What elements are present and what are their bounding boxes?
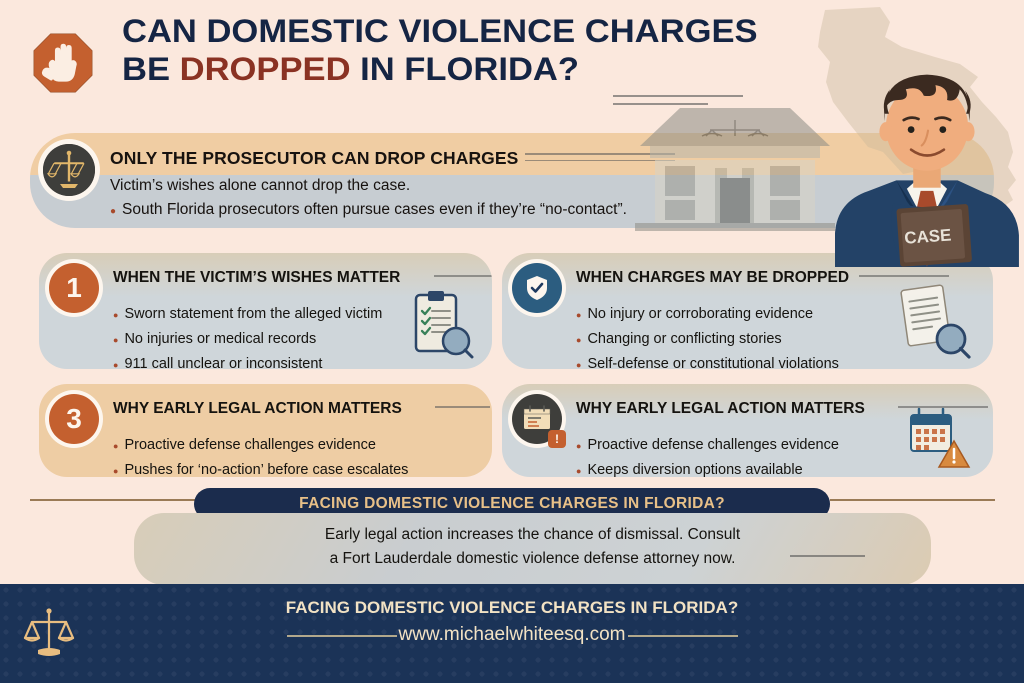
svg-text:CASE: CASE (904, 226, 952, 248)
